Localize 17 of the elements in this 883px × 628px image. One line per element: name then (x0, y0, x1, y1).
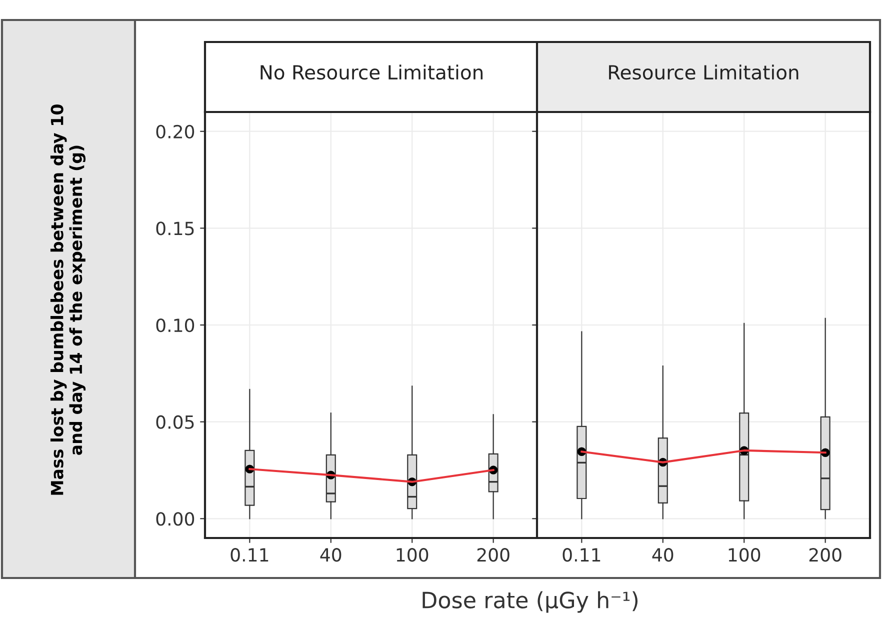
y-axis-title: Mass lost by bumblebees between day 10 and day 14 of the experiment (g) (50, 104, 86, 495)
x-tick-label: 0.11 (230, 548, 268, 562)
chart-title: No Resource Limitation (260, 64, 483, 80)
x-axis-title: Dose rate (µGy h⁻¹) (422, 591, 638, 613)
y-tick-label: 0.10 (156, 318, 194, 332)
x-tick-label: 100 (728, 548, 760, 562)
x-tick-label: 40 (320, 548, 342, 562)
x-tick-label: 40 (652, 548, 674, 562)
x-tick-label: 200 (809, 548, 842, 562)
y-tick-label: 0.00 (156, 512, 194, 526)
y-tick-label: 0.15 (156, 222, 194, 236)
x-tick-label: 0.11 (562, 548, 600, 562)
chart-title: Resource Limitation (609, 64, 798, 80)
x-tick-label: 100 (396, 548, 428, 562)
x-tick-label: 200 (477, 548, 510, 562)
y-tick-label: 0.05 (156, 415, 194, 429)
y-tick-label: 0.20 (156, 124, 194, 138)
